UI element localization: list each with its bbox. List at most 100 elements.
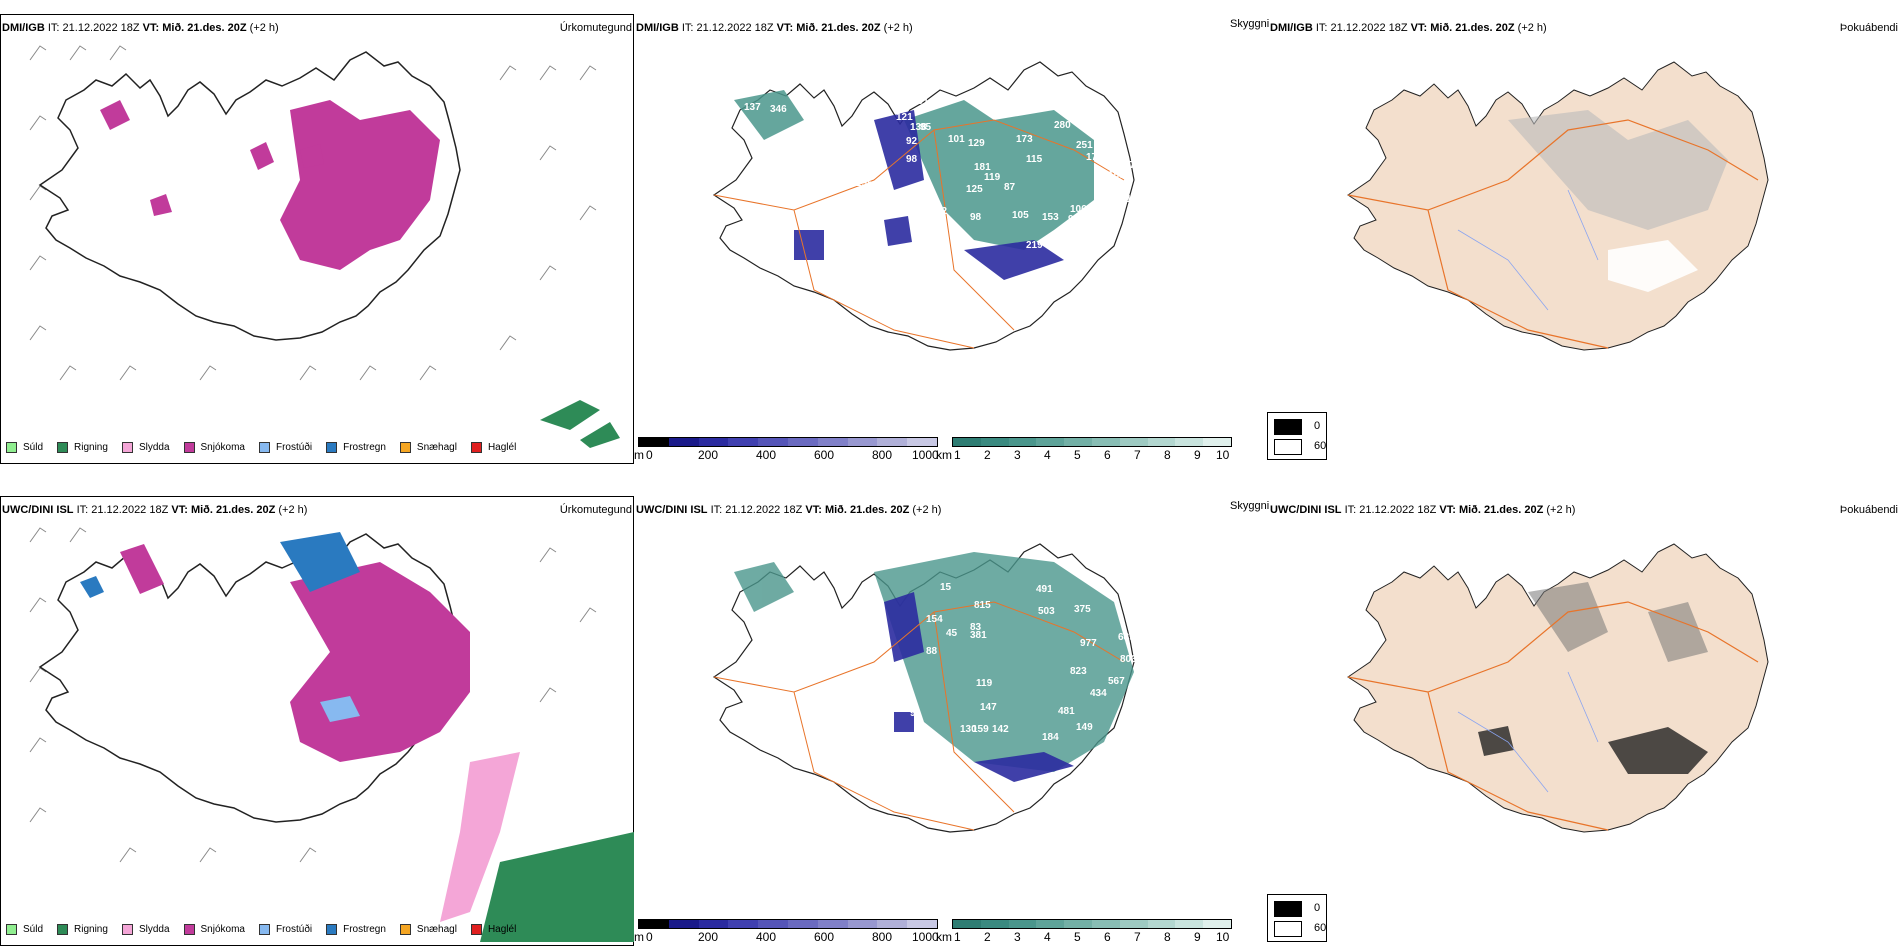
visibility-value: 481 — [1058, 706, 1075, 717]
km-ticks: km 1 2 3 4 5 6 7 8 9 10 — [936, 930, 1236, 944]
legend-swatch — [121, 442, 133, 453]
fog-label-high: 0 — [1314, 420, 1321, 432]
legend-label: Snjókoma — [200, 924, 245, 935]
colorbar-segment — [668, 438, 699, 446]
legend-label: Rigning — [74, 924, 108, 935]
legend-swatch — [57, 924, 69, 935]
visibility-value: 491 — [1036, 584, 1053, 595]
tick-label: 5 — [1074, 448, 1081, 462]
tick-label: 800 — [872, 930, 893, 944]
colorbar-segment — [639, 920, 669, 928]
tick-label: 4 — [1044, 448, 1051, 462]
visibility-km-colorbar — [952, 437, 1232, 447]
legend-label: Frostregn — [343, 924, 386, 935]
colorbar-segment — [728, 438, 759, 446]
legend-item: Snjókoma — [183, 924, 245, 935]
precip-type-panel-dmi: DMI/IGB IT: 21.12.2022 18Z VT: Mið. 21.d… — [0, 0, 634, 465]
fog-legend: 0 60 — [1267, 894, 1327, 942]
legend-label: Frostúði — [275, 442, 313, 453]
roads — [713, 119, 1125, 349]
colorbar-segment — [877, 920, 908, 928]
colorbar-segment — [953, 920, 981, 928]
visibility-value: 137 — [744, 102, 761, 113]
panel-header: DMI/IGB IT: 21.12.2022 18Z VT: Mið. 21.d… — [2, 22, 279, 34]
visibility-m-colorbar — [638, 919, 938, 929]
visibility-value: 34 — [772, 62, 784, 73]
legend-swatch — [183, 924, 195, 935]
panel-header: UWC/DINI ISL IT: 21.12.2022 18Z VT: Mið.… — [1270, 504, 1576, 516]
visibility-value: 92 — [1068, 214, 1080, 225]
colorbar-segment — [1203, 920, 1231, 928]
visibility-value: 115 — [1026, 154, 1043, 165]
visibility-numbers: 15 154 88 45 83 815 381 491 503 375 977 689 803 56743… — [874, 582, 1137, 743]
visibility-value: 567 — [1108, 676, 1125, 687]
colorbar-segment — [817, 920, 848, 928]
tick-label: 7 — [1134, 448, 1141, 462]
legend-label: Rigning — [74, 442, 108, 453]
visibility-value: 125 — [966, 184, 983, 195]
visibility-value: 92 — [906, 136, 918, 147]
visibility-value: 815 — [974, 600, 991, 611]
legend-item: Súld — [6, 924, 43, 935]
visibility-value: 105 — [1012, 210, 1029, 221]
legend-item: Slydda — [121, 924, 170, 935]
visibility-value: 101 — [912, 96, 929, 107]
colorbar-segment — [1091, 920, 1120, 928]
legend-swatch — [258, 442, 270, 453]
colorbar-segment — [668, 920, 699, 928]
visibility-value: 95 — [920, 122, 932, 133]
visibility-value: 823 — [1070, 666, 1087, 677]
visibility-value: 97 — [874, 714, 886, 725]
visibility-value: 154 — [926, 614, 943, 625]
precip-legend: Súld Rigning Slydda Snjókoma Frostúði Fr… — [6, 924, 530, 935]
visibility-value: 11 — [938, 96, 949, 107]
visibility-value: 82 — [936, 206, 948, 217]
visibility-value: 15 — [940, 582, 952, 593]
legend-label: Snæhagl — [416, 442, 457, 453]
panel-title: Skyggni — [1230, 500, 1270, 512]
tick-label: 2 — [984, 448, 991, 462]
visibility-value: 87 — [1004, 182, 1016, 193]
colorbar-segment — [847, 920, 878, 928]
colorbar-segment — [1008, 438, 1037, 446]
visibility-value: 106 — [1070, 204, 1087, 215]
legend-item: Snæhagl — [399, 442, 457, 453]
m-unit: m — [634, 930, 644, 944]
visibility-value: 153 — [1042, 212, 1059, 223]
tick-label: 400 — [756, 930, 777, 944]
legend-item: Rigning — [57, 924, 108, 935]
visibility-panel-uwc: UWC/DINI ISL IT: 21.12.2022 18Z VT: Mið.… — [634, 482, 1270, 947]
visibility-value: 155 — [1108, 170, 1125, 181]
visibility-value: 219 — [1026, 240, 1043, 251]
colorbar-segment — [787, 920, 818, 928]
tick-label: 1 — [954, 930, 961, 944]
legend-label: Frostregn — [343, 442, 386, 453]
visibility-value: 689 — [1118, 632, 1135, 643]
colorbar-segment — [980, 920, 1009, 928]
visibility-map: 15 154 88 45 83 815 381 491 503 375 977 689 803 56743… — [713, 543, 1137, 833]
visibility-value: 107 — [856, 194, 873, 205]
colorbar-segment — [758, 920, 788, 928]
visibility-value: 173 — [1016, 134, 1033, 145]
tick-label: 6 — [1104, 448, 1111, 462]
legend-item: Slydda — [121, 442, 170, 453]
visibility-value: 119 — [984, 172, 1001, 183]
visibility-value: 503 — [1038, 606, 1055, 617]
colorbar-segment — [907, 920, 937, 928]
legend-swatch — [258, 924, 270, 935]
visibility-value: 142 — [992, 724, 1009, 735]
iceland-map — [29, 527, 634, 942]
m-unit: m — [634, 448, 644, 462]
visibility-value: 375 — [1074, 604, 1091, 615]
legend-label: Slydda — [138, 442, 170, 453]
tick-label: 1000 — [912, 930, 939, 944]
tick-label: 2 — [984, 930, 991, 944]
legend-swatch — [183, 442, 195, 453]
fog-swatch-low — [1274, 439, 1302, 455]
legend-swatch — [6, 442, 17, 453]
visibility-value: 202 — [794, 142, 811, 153]
visibility-value: 149 — [1076, 722, 1093, 733]
tick-label: 1000 — [912, 448, 939, 462]
colorbar-segment — [758, 438, 788, 446]
